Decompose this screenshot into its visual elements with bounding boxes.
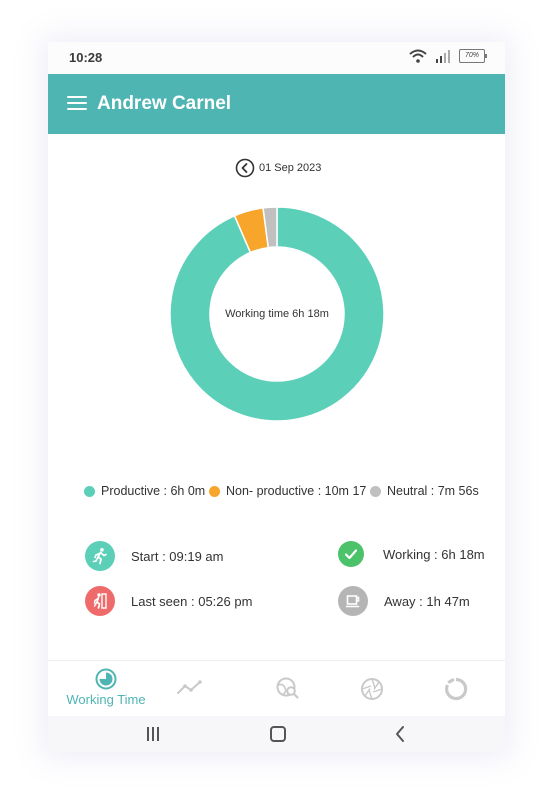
exit-person-icon bbox=[85, 586, 115, 616]
stat-away: Away : 1h 47m bbox=[338, 586, 470, 616]
page-title: Andrew Carnel bbox=[97, 93, 232, 114]
stat-last-seen: Last seen : 05:26 pm bbox=[85, 586, 252, 616]
status-icons: 70% bbox=[409, 49, 487, 63]
legend-item-productive: Productive : 6h 0m bbox=[84, 484, 205, 498]
menu-icon[interactable] bbox=[67, 96, 87, 110]
status-bar: 10:28 70% bbox=[48, 42, 505, 74]
trend-line-icon bbox=[177, 680, 202, 694]
legend-dot bbox=[209, 485, 220, 497]
legend-dot bbox=[84, 485, 95, 497]
legend-label: Productive : 6h 0m bbox=[101, 484, 206, 498]
last-seen-time: Last seen : 05:26 pm bbox=[131, 593, 253, 609]
signal-icon bbox=[436, 50, 450, 63]
home-icon[interactable] bbox=[269, 725, 287, 743]
status-time: 10:28 bbox=[69, 50, 103, 65]
running-person-icon bbox=[85, 541, 115, 571]
tab-screenshots[interactable] bbox=[354, 661, 390, 717]
start-time: Start : 09:19 am bbox=[131, 548, 224, 564]
system-navigation-bar bbox=[48, 716, 505, 752]
tab-working-time[interactable]: Working Time bbox=[58, 661, 154, 717]
clock-pie-icon bbox=[95, 668, 117, 690]
tab-web-usage[interactable] bbox=[270, 661, 306, 717]
donut-slice-neutral bbox=[262, 206, 278, 249]
working-duration: Working : 6h 18m bbox=[383, 546, 485, 562]
stat-start: Start : 09:19 am bbox=[85, 541, 224, 571]
back-icon[interactable] bbox=[393, 725, 407, 743]
date-selector: 01 Sep 2023 bbox=[48, 158, 505, 182]
legend-item-non-productive: Non- productive : 10m 17 bbox=[209, 484, 366, 498]
check-icon bbox=[338, 541, 364, 567]
recent-apps-icon[interactable] bbox=[145, 725, 161, 743]
tab-working-time-label: Working Time bbox=[66, 692, 146, 707]
tab-trends[interactable] bbox=[172, 661, 208, 717]
legend-label: Non- productive : 10m 17 bbox=[226, 484, 367, 498]
stat-working: Working : 6h 18m bbox=[338, 541, 485, 567]
working-time-donut-chart bbox=[169, 206, 385, 422]
donut-slice-productive bbox=[169, 206, 385, 422]
wifi-icon bbox=[409, 49, 427, 63]
battery-icon: 70% bbox=[459, 49, 487, 63]
ring-chart-icon bbox=[445, 677, 468, 701]
coffee-cup-icon bbox=[338, 586, 368, 616]
app-bar: Andrew Carnel bbox=[48, 74, 505, 134]
tab-activity[interactable] bbox=[438, 661, 474, 717]
phone-frame: 10:28 70% Andrew Carnel 01 Sep bbox=[48, 42, 505, 752]
bottom-navigation: Working Time bbox=[48, 660, 505, 717]
legend-dot bbox=[370, 485, 381, 497]
legend-label: Neutral : 7m 56s bbox=[387, 484, 479, 498]
previous-date-icon[interactable] bbox=[235, 158, 255, 178]
date-label: 01 Sep 2023 bbox=[259, 162, 322, 174]
legend-item-neutral: Neutral : 7m 56s bbox=[370, 484, 479, 498]
aperture-icon bbox=[361, 678, 383, 700]
globe-search-icon bbox=[276, 677, 299, 699]
away-duration: Away : 1h 47m bbox=[384, 593, 470, 609]
